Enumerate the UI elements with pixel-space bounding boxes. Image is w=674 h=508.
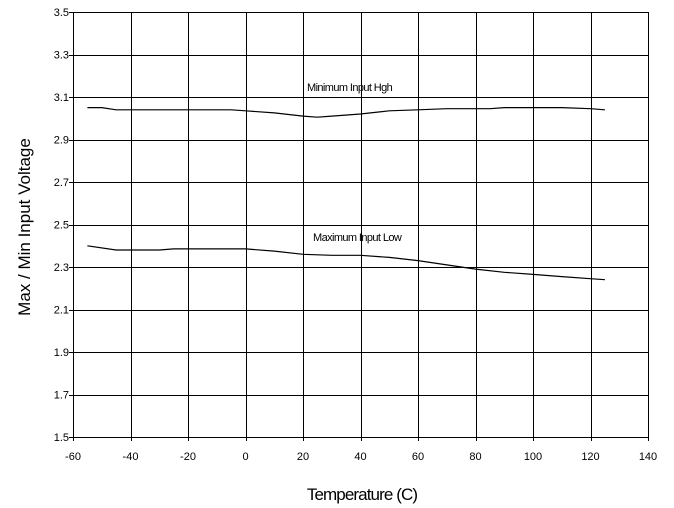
x-tick-label: 40	[354, 451, 366, 463]
x-tick-label: 60	[412, 451, 424, 463]
x-tick-label: 20	[297, 451, 309, 463]
series-label-min-input-high: Minimum Input Hgh	[307, 82, 393, 94]
y-tick-labels: 1.5 1.7 1.9 2.1 2.3 2.5 2.7 2.9 3.1 3.3 3.5	[54, 7, 69, 444]
x-tick-label: -40	[123, 451, 139, 463]
x-tick-label: 100	[524, 451, 542, 463]
y-tick-label: 2.3	[54, 262, 69, 274]
x-tick-label: 0	[242, 451, 248, 463]
x-tick-label: 80	[469, 451, 481, 463]
y-tick-label: 2.7	[54, 177, 69, 189]
y-tick-label: 3.3	[54, 50, 69, 62]
grid-lines	[69, 12, 649, 441]
series-line-min-input-high	[87, 106, 605, 118]
y-tick-label: 2.9	[54, 135, 69, 147]
y-tick-label: 3.1	[54, 92, 69, 104]
x-tick-label: -20	[180, 451, 196, 463]
x-tick-labels: -60 -40 -20 0 20 40 60 80 100 120 140	[65, 451, 657, 463]
y-axis-title: Max / Min Input Voltage	[15, 138, 34, 316]
series-line-max-input-low	[87, 245, 605, 281]
y-tick-label: 3.5	[54, 7, 69, 19]
x-axis-title: Temperature (C)	[307, 485, 417, 504]
series-lines	[87, 106, 605, 281]
x-tick-label: 120	[581, 451, 599, 463]
y-tick-label: 1.7	[54, 390, 69, 402]
y-tick-label: 1.5	[54, 432, 69, 444]
series-label-max-input-low: Maximum Input Low	[313, 232, 402, 244]
x-tick-label: 140	[639, 451, 657, 463]
x-tick-label: -60	[65, 451, 81, 463]
y-tick-label: 1.9	[54, 347, 69, 359]
y-tick-label: 2.1	[54, 305, 69, 317]
y-tick-label: 2.5	[54, 220, 69, 232]
